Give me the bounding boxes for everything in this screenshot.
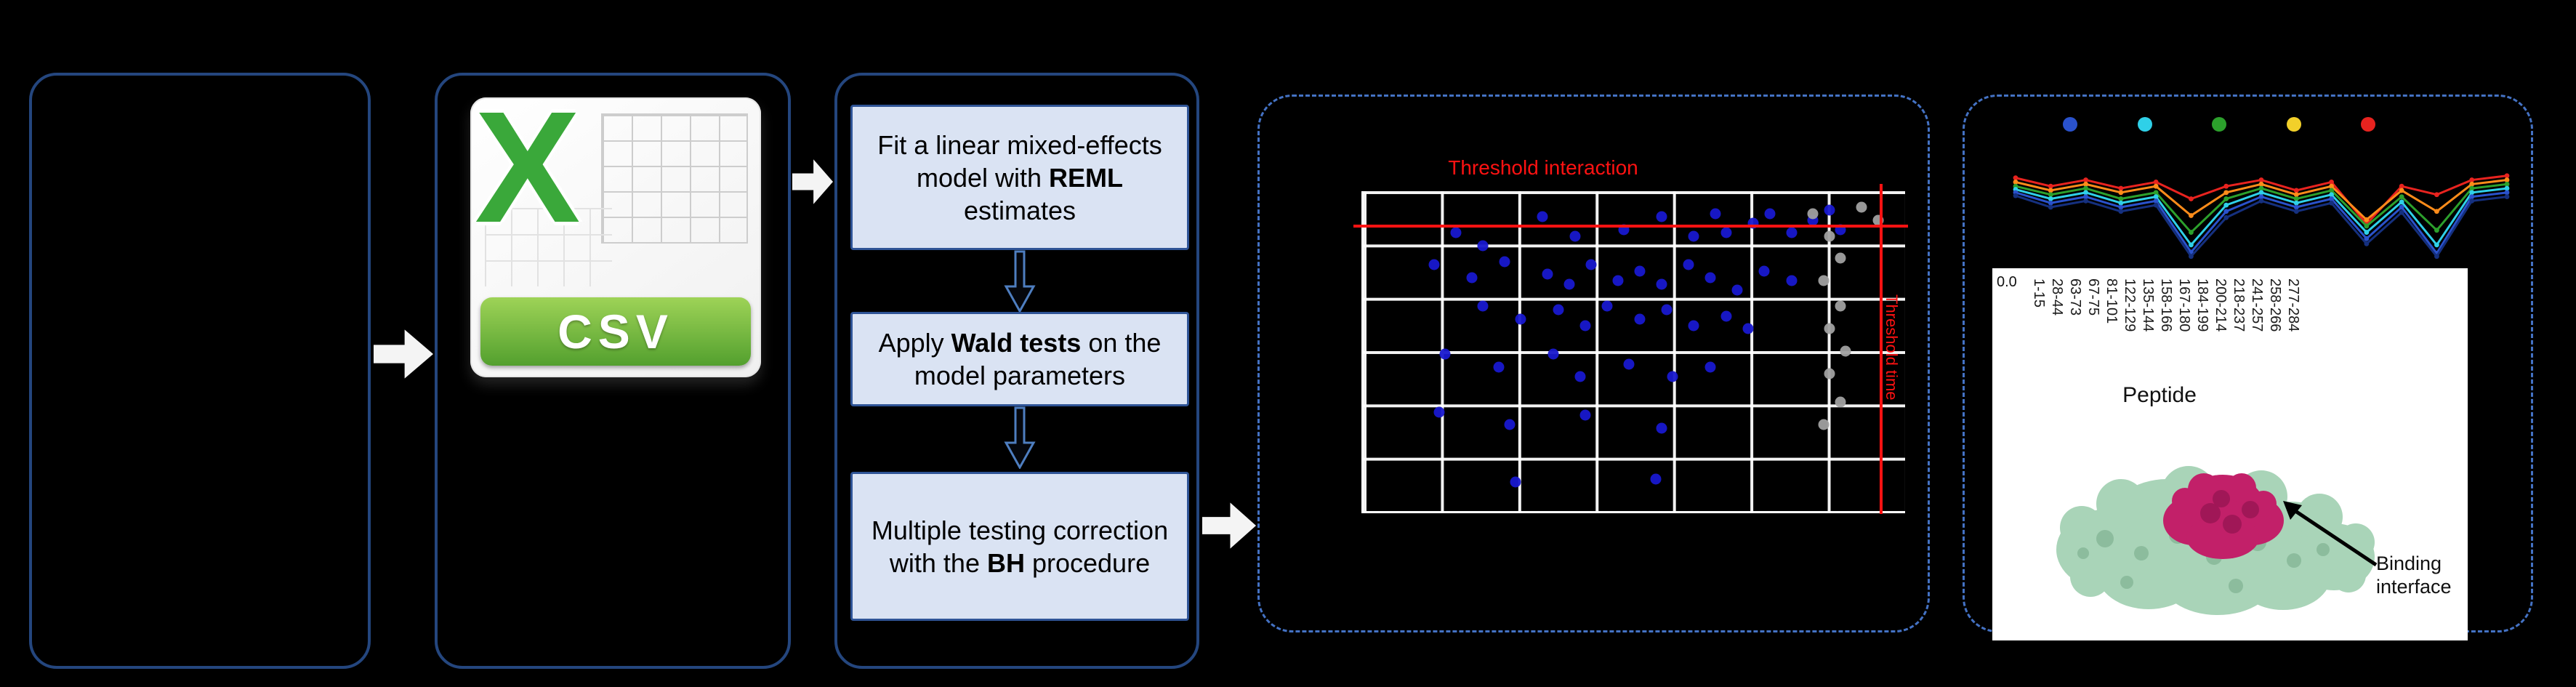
state-marker-icon bbox=[2286, 117, 2301, 132]
step-text: estimates bbox=[963, 195, 1076, 225]
threshold-line-vertical bbox=[1879, 184, 1883, 514]
binding-interface-region bbox=[2163, 473, 2284, 559]
down-arrow-icon bbox=[1004, 406, 1036, 469]
step-text-bold: REML bbox=[1049, 162, 1124, 193]
flow-arrow-right-icon bbox=[1202, 502, 1256, 549]
csv-file-icon: X CSV bbox=[470, 79, 761, 377]
threshold-interaction-label: Threshold interaction bbox=[1448, 156, 1638, 179]
state-marker-icon bbox=[2063, 117, 2077, 132]
csv-extension-label: CSV bbox=[558, 305, 674, 358]
step-text: Fit a linear mixed-effects model with bbox=[877, 129, 1162, 193]
peptide-panel: 0.0 1-15 28-44 63-73 67-75 81-101 122-129 135-… bbox=[1992, 268, 2468, 640]
peptide-tick-label: 63-73 bbox=[2067, 278, 2083, 316]
scatter-points bbox=[1364, 191, 1905, 511]
state-marker-icon bbox=[2361, 117, 2375, 132]
step-text-bold: BH bbox=[986, 547, 1025, 578]
peptide-tick-label: 1-15 bbox=[2031, 278, 2047, 308]
flow-arrow-right-icon bbox=[374, 329, 433, 379]
step-fit-model: Fit a linear mixed-effects model with RE… bbox=[850, 105, 1189, 250]
peptide-tick-label: 258-266 bbox=[2267, 278, 2283, 332]
peptide-tick-label: 277-284 bbox=[2285, 278, 2301, 332]
state-legend bbox=[2063, 117, 2375, 132]
csv-extension-banner: CSV bbox=[480, 297, 751, 366]
peptide-tick-label: 81-101 bbox=[2104, 278, 2120, 324]
flow-arrow-right-icon bbox=[792, 159, 833, 204]
threshold-line-horizontal bbox=[1353, 225, 1908, 228]
binding-interface-label: Binding interface bbox=[2376, 553, 2452, 598]
peptide-tick-label: 122-129 bbox=[2122, 278, 2138, 332]
peptide-output-box: 0.0 1-15 28-44 63-73 67-75 81-101 122-129 135-… bbox=[1963, 95, 2533, 640]
peptide-tick-label: 67-75 bbox=[2085, 278, 2101, 316]
peptide-tick-label: 218-237 bbox=[2231, 278, 2247, 332]
scatter-plot bbox=[1353, 184, 1908, 514]
peptide-tick-label: 28-44 bbox=[2049, 278, 2065, 316]
statistics-box: Fit a linear mixed-effects model with RE… bbox=[834, 73, 1199, 669]
annotation-arrow-icon bbox=[2283, 501, 2378, 567]
step-text-bold: Wald tests bbox=[951, 328, 1082, 358]
peptide-tick-label: 184-199 bbox=[2194, 278, 2210, 332]
step-text: Apply bbox=[878, 328, 951, 358]
step-text: Multiple testing correction with the bbox=[871, 515, 1169, 578]
down-arrow-icon bbox=[1004, 250, 1036, 313]
threshold-time-label: Threshold time bbox=[1883, 294, 1901, 401]
state-marker-icon bbox=[2212, 117, 2226, 132]
step-text: procedure bbox=[1024, 547, 1151, 578]
step-multiple-testing: Multiple testing correction with the BH … bbox=[850, 472, 1189, 621]
y-axis-tick-label: 0.0 bbox=[1997, 274, 2017, 290]
peptide-tick-label: 158-166 bbox=[2158, 278, 2174, 332]
peptide-tick-label: 135-144 bbox=[2140, 278, 2156, 332]
exchange-line-chart bbox=[2013, 173, 2510, 260]
scatter-output-box: Threshold interaction Threshold time bbox=[1257, 95, 1930, 632]
spreadsheet-grid bbox=[601, 113, 748, 244]
peptide-tick-label: 200-214 bbox=[2213, 278, 2229, 332]
excel-x-logo: X bbox=[475, 79, 581, 256]
protein-structure bbox=[2056, 466, 2375, 615]
peptide-axis-title: Peptide bbox=[2122, 383, 2197, 407]
peptide-tick-label: 167-180 bbox=[2176, 278, 2192, 332]
peptide-axis: 1-15 28-44 63-73 67-75 81-101 122-129 135-144 1… bbox=[2030, 278, 2314, 387]
step-text: on the model parameters bbox=[914, 328, 1162, 390]
spreadsheet-grid-secondary bbox=[485, 208, 612, 286]
peptide-tick-label: 241-257 bbox=[2249, 278, 2265, 332]
state-marker-icon bbox=[2137, 117, 2152, 132]
step-wald-tests: Apply Wald tests on the model parameters bbox=[850, 312, 1189, 406]
csv-box: X CSV bbox=[435, 73, 791, 669]
input-box bbox=[29, 73, 371, 669]
